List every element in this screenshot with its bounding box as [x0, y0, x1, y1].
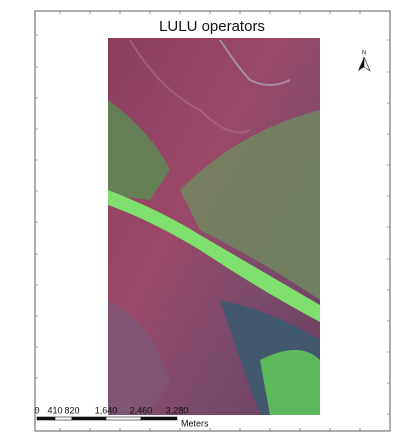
- scale-segment: [141, 417, 177, 420]
- map-title: LULU operators: [159, 18, 265, 35]
- scale-label: 820: [64, 405, 79, 415]
- satellite-image: [108, 38, 320, 415]
- scale-segment: [72, 417, 106, 420]
- scale-segment: [37, 417, 55, 420]
- scale-segment: [55, 417, 72, 420]
- scale-label: 410: [47, 405, 62, 415]
- scale-unit: Meters: [181, 418, 209, 428]
- scale-label: 0: [34, 405, 39, 415]
- scale-label: 3,280: [166, 405, 189, 415]
- scale-label: 1,640: [95, 405, 118, 415]
- north-label: N: [362, 51, 366, 57]
- map: LULU operators N 0 410820 1,640 2,460 3,280 M…: [0, 0, 418, 441]
- scale-label: 2,460: [130, 405, 153, 415]
- scale-segment: [106, 417, 141, 420]
